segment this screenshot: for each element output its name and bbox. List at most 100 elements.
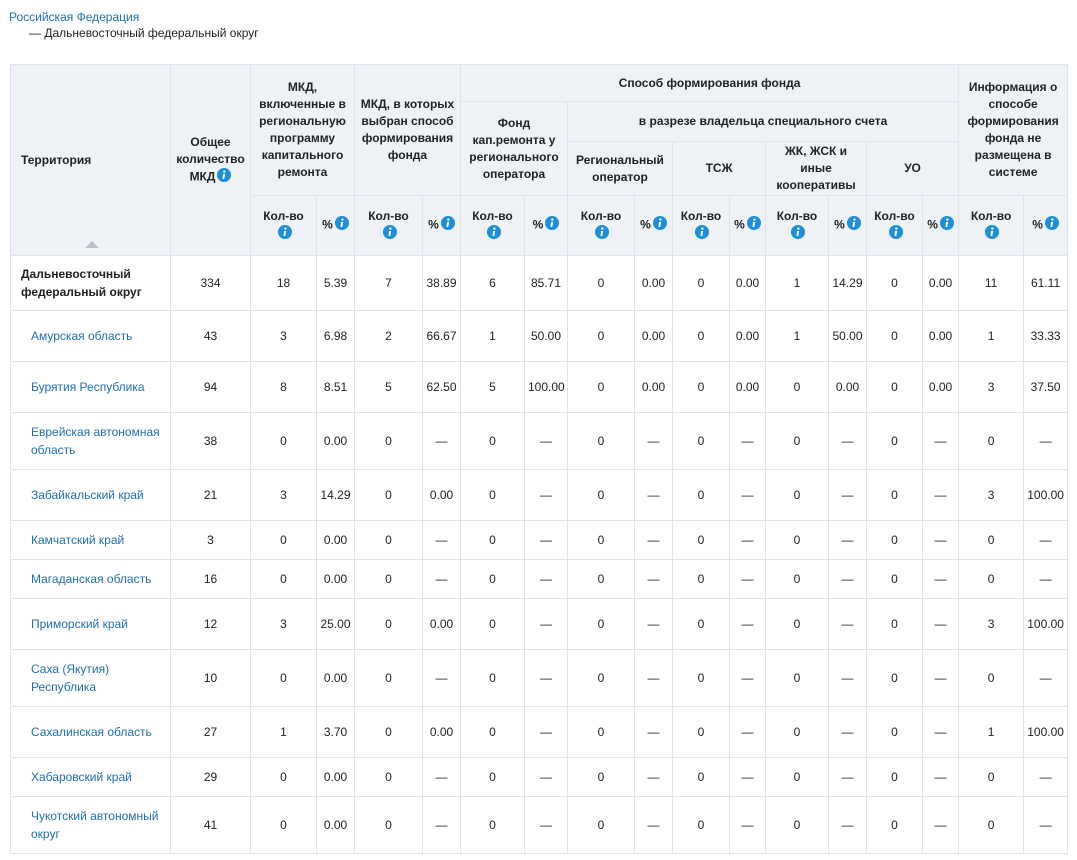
cell-value: — xyxy=(422,412,461,470)
cell-value: — xyxy=(634,469,673,521)
cell-value: 8 xyxy=(250,361,317,413)
cell-value: — xyxy=(729,796,766,854)
table-row: Хабаровский край 29 0 0.00 0—0—0—0—0—0—0— xyxy=(10,757,1069,797)
cell-value: 0 xyxy=(765,361,829,413)
cell-value: 1 xyxy=(958,706,1025,758)
info-icon[interactable] xyxy=(382,224,397,244)
table-row: Забайкальский край 21 3 14.29 0 0.00 0—0—0—0—0… xyxy=(10,469,1069,521)
region-name: Дальневосточный федеральный округ xyxy=(10,255,171,311)
table-header: Территория Общее количество МКД МКД, вкл… xyxy=(10,64,1069,256)
info-icon[interactable] xyxy=(217,167,232,187)
info-icon[interactable] xyxy=(846,216,861,235)
cell-value: — xyxy=(634,520,673,560)
cell-value: 0 xyxy=(460,649,525,707)
cell-value: — xyxy=(524,520,568,560)
region-link[interactable]: Амурская область xyxy=(10,310,171,362)
cell-value: — xyxy=(828,412,867,470)
info-icon[interactable] xyxy=(888,224,903,244)
header-cell: Кол-во xyxy=(958,195,1025,256)
cell-value: 0 xyxy=(866,649,923,707)
header-cell: Кол-во xyxy=(672,195,730,256)
sort-arrow[interactable] xyxy=(85,241,99,248)
header-cell: % xyxy=(729,195,766,256)
info-icon[interactable] xyxy=(595,224,609,244)
region-link[interactable]: Приморский край xyxy=(10,598,171,650)
cell-value: 0 xyxy=(958,520,1025,560)
header-cell[interactable]: Территория xyxy=(10,64,171,256)
cell-value: 0.00 xyxy=(316,520,355,560)
info-icon[interactable] xyxy=(985,224,1000,244)
info-icon[interactable] xyxy=(791,224,805,244)
region-link[interactable]: Чукотский автономный округ xyxy=(10,796,171,854)
cell-value: 85.71 xyxy=(524,255,568,311)
info-icon[interactable] xyxy=(1044,216,1059,235)
cell-value: 0 xyxy=(672,598,730,650)
info-icon[interactable] xyxy=(652,216,667,235)
cell-value: 0 xyxy=(866,469,923,521)
header-cell: % xyxy=(422,195,461,256)
cell-value: 3 xyxy=(250,598,317,650)
info-icon[interactable] xyxy=(939,216,954,235)
region-link[interactable]: Сахалинская область xyxy=(10,706,171,758)
info-icon[interactable] xyxy=(334,216,349,235)
region-link[interactable]: Еврейская автономная область xyxy=(10,412,171,470)
cell-value: — xyxy=(729,469,766,521)
info-icon[interactable] xyxy=(277,224,292,244)
header-text: Региональный оператор xyxy=(576,152,664,184)
cell-value: 0.00 xyxy=(634,361,673,413)
cell-value: 0 xyxy=(460,796,525,854)
cell-value: — xyxy=(524,412,568,470)
cell-value: — xyxy=(729,649,766,707)
cell-value: 5 xyxy=(354,361,423,413)
cell-value: 0 xyxy=(866,559,923,599)
region-link[interactable]: Бурятия Республика xyxy=(10,361,171,413)
cell-value: — xyxy=(634,757,673,797)
info-icon[interactable] xyxy=(545,216,560,235)
cell-value: 0 xyxy=(460,412,525,470)
table-row: Бурятия Республика 94 8 8.51 5 62.50 5 100.00 0 0… xyxy=(10,361,1069,413)
region-link[interactable]: Саха (Якутия) Республика xyxy=(10,649,171,707)
cell-value: — xyxy=(422,757,461,797)
info-icon[interactable] xyxy=(486,224,501,244)
header-text: ЖК, ЖСК и иные кооперативы xyxy=(776,144,856,192)
cell-value: — xyxy=(634,706,673,758)
cell-value: 1 xyxy=(958,310,1025,362)
cell-value: 0 xyxy=(672,796,730,854)
info-icon[interactable] xyxy=(695,224,709,244)
cell-value: 0.00 xyxy=(316,649,355,707)
header-text: Кол-во xyxy=(472,208,513,223)
header-text: УО xyxy=(904,161,921,175)
info-icon[interactable] xyxy=(746,216,761,235)
header-cell: УО xyxy=(865,141,960,196)
cell-value: — xyxy=(828,469,867,521)
cell-value: 0 xyxy=(567,412,635,470)
cell-value: 0 xyxy=(866,361,923,413)
cell-value: 3.70 xyxy=(316,706,355,758)
breadcrumb-link[interactable]: Российская Федерация xyxy=(9,10,140,24)
cell-value: 21 xyxy=(170,469,251,521)
cell-value: — xyxy=(524,649,568,707)
cell-value: 0 xyxy=(354,520,423,560)
region-link[interactable]: Магаданская область xyxy=(10,559,171,599)
cell-value: 0 xyxy=(958,796,1025,854)
cell-value: — xyxy=(524,598,568,650)
region-link[interactable]: Забайкальский край xyxy=(10,469,171,521)
cell-value: 5.39 xyxy=(316,255,355,311)
cell-value: 0 xyxy=(765,520,829,560)
region-link[interactable]: Хабаровский край xyxy=(10,757,171,797)
cell-value: 0 xyxy=(354,559,423,599)
cell-value: 0 xyxy=(672,310,730,362)
header-cell: Региональный оператор xyxy=(567,141,673,196)
header-cell: Кол-во xyxy=(866,195,923,256)
header-text: МКД, в которых выбран способ формировани… xyxy=(360,97,455,162)
cell-value: — xyxy=(1023,412,1069,470)
header-cell: % xyxy=(316,195,355,256)
cell-value: — xyxy=(1023,796,1069,854)
cell-value: 0.00 xyxy=(422,706,461,758)
info-icon[interactable] xyxy=(440,216,455,235)
cell-value: — xyxy=(828,796,867,854)
region-link[interactable]: Камчатский край xyxy=(10,520,171,560)
cell-value: — xyxy=(729,520,766,560)
cell-value: 0 xyxy=(567,559,635,599)
cell-value: 38 xyxy=(170,412,251,470)
